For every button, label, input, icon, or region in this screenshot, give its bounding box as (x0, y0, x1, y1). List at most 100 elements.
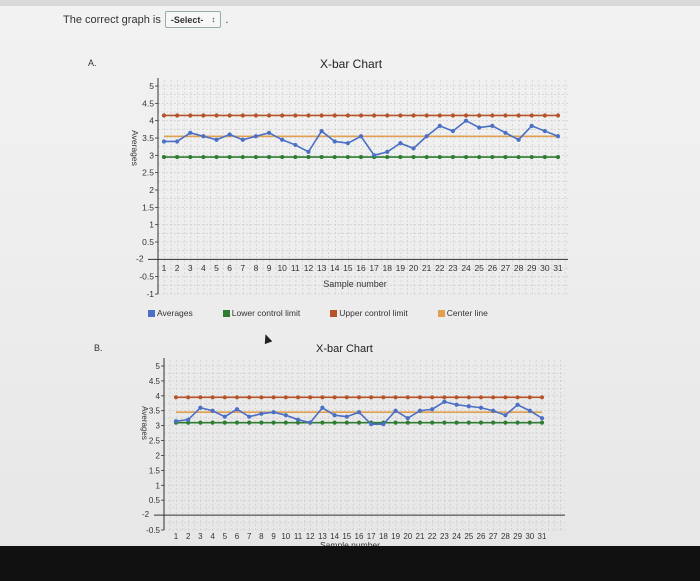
series-point-a-0 (542, 128, 547, 134)
series-point-b-1 (186, 420, 191, 425)
series-point-b-1 (454, 420, 459, 425)
y-tick-label: 2.5 (142, 168, 154, 178)
x-tick-label: 8 (259, 532, 264, 541)
series-point-a-0 (332, 139, 337, 144)
series-point-a-0 (319, 128, 324, 134)
series-point-a-1 (503, 154, 508, 160)
y-tick-label: 1.5 (149, 466, 161, 475)
legend-label-ucl: Upper control limit (339, 308, 408, 318)
x-tick-label: 10 (277, 263, 287, 273)
x-tick-label: 3 (188, 263, 193, 273)
series-point-b-1 (198, 420, 203, 425)
series-point-b-0 (405, 416, 410, 421)
series-point-a-0 (437, 123, 442, 128)
series-point-a-2 (201, 113, 206, 118)
series-point-a-2 (188, 113, 193, 118)
series-point-a-0 (280, 137, 285, 142)
x-tick-label: 31 (538, 532, 547, 541)
series-point-a-0 (411, 146, 416, 151)
series-point-b-1 (344, 420, 349, 425)
series-point-b-1 (515, 420, 520, 425)
x-tick-label: 21 (422, 263, 432, 273)
question-prefix: The correct graph is (63, 13, 161, 26)
series-point-b-2 (405, 395, 410, 400)
series-point-b-1 (210, 420, 215, 425)
x-tick-label: 5 (223, 532, 228, 541)
question-line: The correct graph is -Select- ↕ . (63, 11, 228, 28)
series-point-a-1 (175, 154, 180, 160)
chart-a-title: X-bar Chart (320, 57, 383, 71)
series-point-b-2 (198, 395, 203, 400)
x-tick-label: 2 (175, 263, 180, 273)
x-tick-label: 29 (513, 532, 522, 541)
series-point-a-2 (477, 113, 482, 118)
series-point-a-1 (319, 154, 324, 160)
series-point-a-0 (529, 123, 534, 128)
y-tick-label: 2.5 (149, 437, 161, 446)
x-tick-label: 13 (318, 532, 327, 541)
x-tick-label: 26 (488, 263, 498, 273)
legend-swatch-lcl (222, 309, 230, 317)
series-point-a-2 (358, 113, 364, 118)
series-point-a-0 (214, 137, 219, 142)
x-tick-label: 20 (409, 263, 419, 273)
series-point-b-1 (247, 420, 252, 425)
x-tick-label: 30 (540, 263, 550, 273)
series-point-a-1 (358, 154, 364, 160)
series-point-b-2 (454, 395, 459, 400)
series-point-a-2 (463, 113, 469, 118)
series-point-b-1 (417, 420, 423, 425)
y-tick-label: 5 (149, 81, 154, 91)
series-point-b-0 (430, 407, 435, 412)
series-point-b-0 (539, 416, 545, 421)
x-tick-label: 9 (267, 263, 272, 273)
series-point-a-1 (293, 154, 298, 160)
x-tick-label: 10 (281, 532, 290, 541)
series-point-b-0 (222, 414, 227, 419)
x-tick-label: 4 (201, 263, 206, 273)
x-tick-label: 22 (428, 532, 437, 541)
series-point-b-1 (491, 420, 496, 425)
series-point-b-0 (234, 407, 240, 412)
y-axis-title: Averages (140, 406, 149, 440)
series-point-b-1 (320, 420, 325, 425)
x-tick-label: 18 (383, 263, 393, 273)
series-point-a-0 (516, 137, 521, 142)
series-point-a-1 (161, 154, 167, 160)
series-point-b-2 (491, 395, 496, 400)
series-point-a-2 (516, 113, 521, 118)
series-point-b-2 (515, 395, 520, 400)
series-point-a-2 (240, 113, 245, 118)
legend-swatch-averages (148, 309, 155, 317)
series-point-b-0 (466, 404, 471, 409)
y-tick-label: 3 (156, 422, 161, 431)
series-point-a-2 (372, 113, 377, 118)
legend-item-averages: Averages (148, 308, 193, 318)
series-point-b-0 (393, 408, 398, 413)
x-tick-label: 20 (403, 532, 412, 541)
series-point-a-2 (503, 113, 508, 118)
x-tick-label: 13 (317, 263, 327, 273)
legend-label-lcl: Lower control limit (231, 308, 301, 318)
series-point-b-0 (454, 402, 459, 407)
series-point-a-2 (280, 113, 285, 118)
series-point-a-0 (385, 149, 390, 154)
series-point-b-0 (417, 408, 423, 413)
x-tick-label: 17 (369, 263, 379, 273)
y-tick-label: -0.5 (139, 272, 154, 282)
series-point-a-2 (319, 113, 324, 118)
x-axis-title: Sample number (320, 540, 380, 550)
series-point-a-2 (332, 113, 337, 118)
series-point-b-0 (381, 422, 386, 427)
series-point-a-1 (555, 154, 561, 160)
y-tick-label: 4.5 (142, 98, 154, 108)
series-point-b-2 (173, 395, 179, 400)
series-point-a-0 (424, 134, 429, 139)
graph-select[interactable]: -Select- ↕ (164, 11, 222, 28)
legend-label-averages: Averages (157, 308, 193, 318)
graph-select-value: -Select- (170, 14, 204, 25)
y-tick-label: 5 (156, 362, 161, 371)
y-tick-label: 1 (156, 481, 161, 490)
y-tick-label: 1.5 (142, 202, 154, 212)
series-point-a-0 (450, 128, 456, 134)
